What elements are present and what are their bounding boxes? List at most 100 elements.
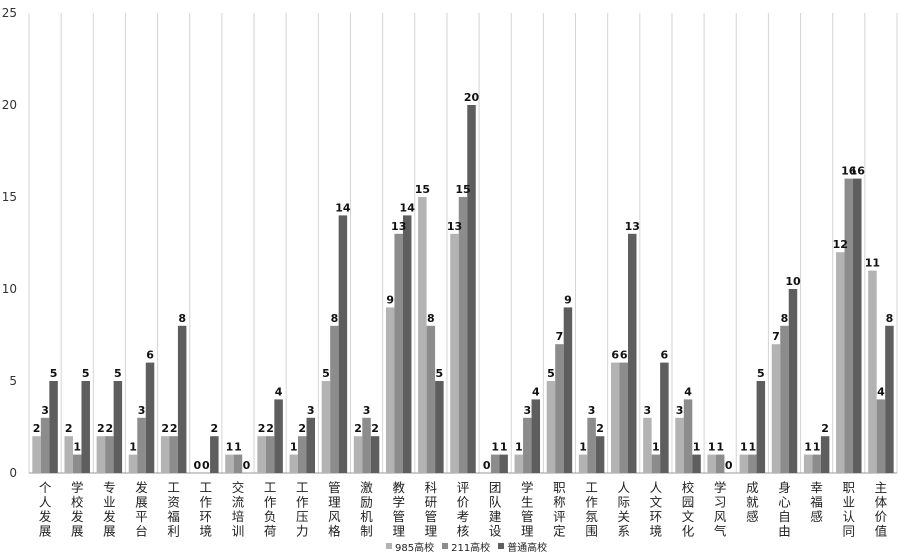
x-tick-char: 工 — [296, 480, 309, 495]
x-tick-char: 境 — [200, 524, 213, 539]
x-tick-char: 化 — [682, 524, 695, 539]
data-label: 8 — [427, 312, 435, 325]
bar — [820, 436, 830, 473]
data-label: 2 — [210, 422, 218, 435]
x-tick-char: 管 — [328, 480, 341, 495]
x-tick-char: 展 — [39, 524, 52, 539]
x-tick-char: 理 — [425, 524, 438, 539]
x-tick-char: 幸 — [810, 480, 823, 495]
x-tick-char: 激 — [360, 480, 373, 495]
data-label: 1 — [129, 441, 137, 454]
bar — [40, 417, 50, 473]
x-tick-char: 关 — [617, 509, 630, 524]
x-tick-char: 发 — [71, 509, 84, 524]
legend-swatch-ordinary — [498, 543, 505, 549]
data-label: 8 — [178, 312, 186, 325]
data-label: 5 — [547, 367, 555, 380]
data-label: 4 — [877, 385, 885, 398]
data-label: 8 — [781, 312, 789, 325]
data-label: 1 — [693, 441, 701, 454]
data-label: 12 — [833, 238, 848, 251]
data-label: 4 — [532, 385, 540, 398]
bar — [619, 362, 628, 473]
data-label: 1 — [290, 441, 298, 454]
bar — [643, 417, 652, 473]
data-label: 3 — [138, 404, 146, 417]
data-label: 1 — [579, 441, 587, 454]
bar — [233, 454, 243, 473]
x-tick-char: 研 — [425, 495, 438, 510]
bar — [450, 233, 459, 473]
x-tick-char: 学 — [714, 480, 727, 495]
bar — [210, 436, 219, 473]
bar — [771, 344, 781, 473]
data-label: 13 — [391, 220, 406, 233]
bar — [756, 381, 766, 473]
x-tick-char: 核 — [457, 524, 470, 539]
x-tick-char: 负 — [264, 509, 277, 524]
x-tick-char: 校 — [682, 480, 695, 495]
bar — [868, 270, 877, 473]
data-label: 1 — [749, 441, 757, 454]
x-tick-char: 考 — [457, 509, 470, 524]
x-tick-char: 管 — [521, 509, 534, 524]
data-label: 1 — [234, 441, 242, 454]
bar — [169, 436, 178, 473]
data-label: 5 — [436, 367, 444, 380]
bar — [49, 381, 58, 473]
bar — [96, 436, 106, 473]
bar — [72, 454, 82, 473]
data-label: 15 — [415, 183, 430, 196]
x-tick-char: 称 — [553, 495, 566, 510]
bar — [418, 197, 427, 473]
x-tick-char: 建 — [489, 509, 502, 524]
x-tick-char: 环 — [200, 509, 213, 524]
bar — [683, 399, 693, 473]
data-label: 13 — [625, 220, 640, 233]
data-label: 5 — [82, 367, 90, 380]
x-tick-char: 评 — [553, 509, 566, 524]
x-tick-char: 风 — [328, 509, 341, 524]
bar — [137, 417, 146, 473]
y-tick-label: 15 — [2, 190, 17, 204]
x-tick-char: 评 — [457, 480, 470, 495]
data-label: 10 — [785, 275, 801, 288]
x-tick-char: 福 — [167, 509, 180, 524]
x-tick-char: 力 — [296, 524, 309, 539]
x-tick-char: 管 — [392, 509, 405, 524]
x-axis: 个人发展学校发展专业发展发展平台工资福利工作环境交流培训工作负荷工作压力管理风格… — [39, 480, 888, 539]
bar — [595, 436, 605, 473]
x-tick-char: 交 — [232, 480, 245, 495]
bar — [370, 436, 380, 473]
bar — [145, 362, 155, 473]
bar — [715, 454, 725, 473]
bar — [546, 381, 556, 473]
data-label: 1 — [226, 441, 234, 454]
bar — [812, 454, 821, 473]
y-tick-label: 10 — [2, 282, 17, 296]
data-label: 3 — [307, 404, 315, 417]
bar — [499, 454, 508, 473]
bar — [257, 436, 266, 473]
legend-label-211: 211高校 — [451, 542, 491, 554]
data-label: 2 — [298, 422, 306, 435]
data-label: 1 — [515, 441, 523, 454]
y-tick-label: 5 — [9, 374, 17, 388]
bar — [113, 381, 123, 473]
x-tick-char: 培 — [232, 509, 245, 524]
data-label: 1 — [804, 441, 812, 454]
x-tick-char: 荷 — [264, 524, 277, 539]
x-tick-char: 资 — [167, 495, 180, 510]
x-tick-char: 福 — [810, 495, 823, 510]
data-label: 15 — [455, 183, 470, 196]
x-tick-char: 感 — [746, 509, 759, 524]
bar — [610, 362, 620, 473]
data-label: 2 — [106, 422, 114, 435]
